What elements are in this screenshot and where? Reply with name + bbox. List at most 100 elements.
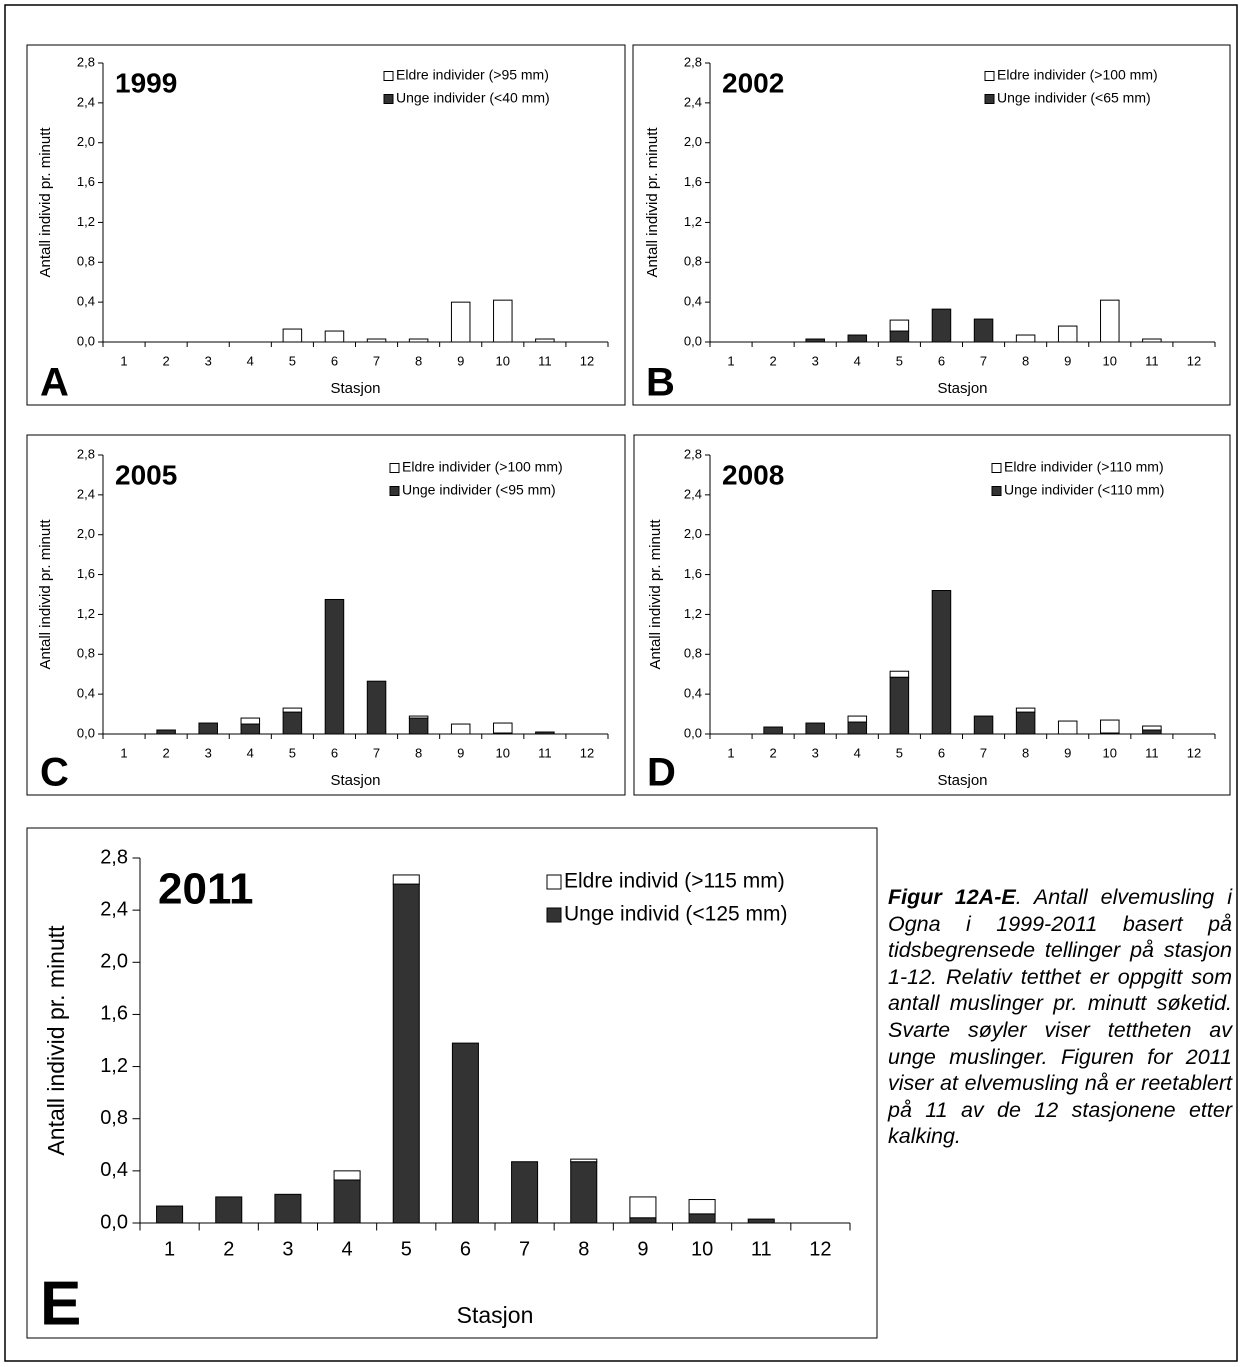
legend-label: Eldre individer (>100 mm) <box>402 459 563 475</box>
bar <box>282 328 303 343</box>
legend-swatch <box>991 486 1002 496</box>
chart-title: 2008 <box>722 459 784 490</box>
y-tick-label: 0,4 <box>77 294 95 309</box>
y-tick-label: 2,8 <box>77 54 95 69</box>
bar <box>1142 729 1162 735</box>
bar <box>1100 719 1120 734</box>
panel-letter: A <box>40 361 69 405</box>
bar <box>763 726 783 735</box>
y-tick-label: 1,2 <box>77 606 95 621</box>
y-tick-label: 2,0 <box>100 951 128 973</box>
panel-frame <box>633 434 1231 796</box>
y-tick-label: 0,4 <box>100 1159 128 1181</box>
caption-text: . Antall elvemusling i Ogna i 1999-2011 … <box>888 885 1232 1149</box>
x-tick-label: 11 <box>538 745 552 760</box>
caption-lead: Figur 12A-E <box>888 885 1016 909</box>
legend-label: Unge individer (<95 mm) <box>402 482 556 498</box>
y-tick-label: 2,8 <box>77 446 95 461</box>
x-tick-label: 8 <box>415 353 422 368</box>
x-tick-label: 10 <box>496 353 510 368</box>
y-axis-label: Antall individ pr. minutt <box>644 127 661 278</box>
x-tick-label: 2 <box>223 1238 234 1260</box>
x-tick-label: 4 <box>247 745 254 760</box>
y-tick-label: 2,8 <box>100 846 128 868</box>
chart-title: 1999 <box>115 67 177 98</box>
chart-title: 2002 <box>722 67 784 98</box>
x-tick-label: 6 <box>331 353 338 368</box>
bar <box>493 722 513 734</box>
y-tick-label: 1,2 <box>684 606 702 621</box>
y-tick-label: 0,0 <box>684 333 702 348</box>
panel-frame <box>632 44 1231 406</box>
legend-label: Eldre individer (>100 mm) <box>997 67 1158 83</box>
y-tick-label: 0,8 <box>77 646 95 661</box>
y-tick-label: 2,8 <box>684 446 702 461</box>
x-tick-label: 12 <box>580 745 594 760</box>
x-tick-label: 3 <box>282 1238 293 1260</box>
x-axis-label: Stasjon <box>937 772 987 789</box>
x-tick-label: 10 <box>691 1238 713 1260</box>
x-tick-label: 7 <box>980 745 987 760</box>
bar <box>973 715 994 735</box>
y-tick-label: 1,6 <box>684 174 702 189</box>
x-tick-label: 8 <box>1022 745 1029 760</box>
x-tick-label: 1 <box>164 1238 175 1260</box>
y-tick-label: 0,0 <box>684 725 702 740</box>
bar <box>324 330 345 343</box>
x-tick-label: 12 <box>580 353 594 368</box>
legend-swatch <box>389 463 400 473</box>
x-tick-label: 3 <box>812 745 819 760</box>
legend-label: Unge individ (<125 mm) <box>564 903 788 926</box>
x-tick-label: 7 <box>373 353 380 368</box>
bar <box>570 1158 598 1163</box>
bar <box>847 715 868 723</box>
x-tick-label: 9 <box>1064 745 1071 760</box>
chart-title: 2011 <box>158 865 253 914</box>
y-tick-label: 0,4 <box>684 686 702 701</box>
bar <box>450 301 471 343</box>
y-tick-label: 2,0 <box>77 526 95 541</box>
bar <box>847 334 868 343</box>
x-tick-label: 4 <box>342 1238 353 1260</box>
x-tick-label: 9 <box>1064 353 1071 368</box>
bar <box>1142 725 1162 731</box>
panel-letter: B <box>646 361 675 405</box>
bar <box>324 598 345 735</box>
x-axis-label: Stasjon <box>330 380 380 397</box>
y-tick-label: 0,0 <box>100 1211 128 1233</box>
y-tick-label: 0,0 <box>77 333 95 348</box>
x-tick-label: 2 <box>163 353 170 368</box>
y-tick-label: 0,8 <box>100 1107 128 1129</box>
y-tick-label: 2,8 <box>684 54 702 69</box>
y-tick-label: 1,6 <box>684 566 702 581</box>
x-tick-label: 6 <box>460 1238 471 1260</box>
legend-swatch <box>546 907 562 923</box>
y-tick-label: 0,4 <box>684 294 702 309</box>
bar <box>1015 334 1036 343</box>
legend-label: Unge individer (<40 mm) <box>396 90 550 106</box>
panel-letter: D <box>647 751 676 795</box>
x-tick-label: 2 <box>163 745 170 760</box>
y-tick-label: 2,4 <box>684 486 702 501</box>
x-tick-label: 11 <box>1145 353 1159 368</box>
y-tick-label: 2,0 <box>77 134 95 149</box>
bar <box>889 676 910 735</box>
bar <box>282 707 303 713</box>
bar <box>198 722 218 735</box>
bar <box>215 1196 243 1224</box>
x-tick-label: 11 <box>1145 745 1159 760</box>
bar <box>408 717 429 735</box>
y-axis-label: Antall individ pr. minutt <box>37 519 54 670</box>
y-tick-label: 2,0 <box>684 134 702 149</box>
x-tick-label: 5 <box>896 745 903 760</box>
bar <box>156 1205 184 1224</box>
x-tick-label: 8 <box>415 745 422 760</box>
bar <box>392 874 420 885</box>
y-tick-label: 1,6 <box>100 1003 128 1025</box>
bar <box>889 670 910 678</box>
y-tick-label: 2,4 <box>77 486 95 501</box>
x-tick-label: 10 <box>496 745 510 760</box>
bar <box>333 1170 361 1181</box>
bar <box>511 1161 539 1224</box>
